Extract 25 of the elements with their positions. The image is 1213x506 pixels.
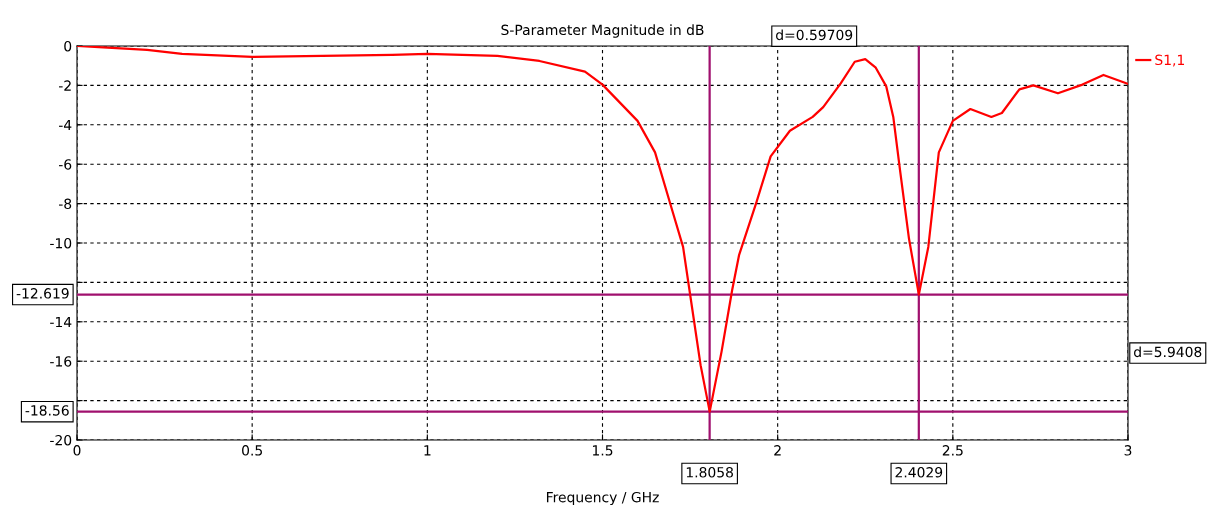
y-tick-label: -4 bbox=[58, 119, 72, 131]
ref-line-label: 1.8058 bbox=[686, 467, 733, 478]
x-tick-label: 0.5 bbox=[242, 445, 262, 456]
y-tick-label: -16 bbox=[50, 356, 72, 367]
x-tick-label: 2.5 bbox=[942, 445, 963, 456]
y-tick-label: 0 bbox=[64, 40, 72, 52]
y-tick-label: -2 bbox=[58, 80, 71, 91]
x-axis-title: Frequency / GHz bbox=[546, 491, 659, 506]
y-tick-label: -14 bbox=[50, 316, 72, 328]
x-tick-label: 1 bbox=[424, 445, 431, 456]
x-tick-label: 0 bbox=[73, 445, 81, 456]
ref-line-label: -12.619 bbox=[16, 288, 69, 299]
y-tick-label: -6 bbox=[58, 159, 72, 170]
x-tick-label: 2 bbox=[774, 445, 781, 456]
ref-line-label: -18.56 bbox=[25, 405, 69, 416]
y-tick-label: -20 bbox=[50, 434, 72, 446]
x-tick-label: 3 bbox=[1124, 445, 1132, 456]
ref-line-label: 2.4029 bbox=[895, 467, 943, 478]
y-tick-label: -8 bbox=[58, 198, 72, 210]
x-tick-label: 1.5 bbox=[592, 445, 613, 456]
text: d=5.9408 bbox=[1134, 346, 1202, 358]
y-tick-label: -10 bbox=[50, 237, 72, 249]
text: d=0.59709 bbox=[776, 29, 853, 41]
chart-title: S-Parameter Magnitude in dB bbox=[501, 24, 704, 38]
legend-label: S1,1 bbox=[1155, 54, 1185, 67]
